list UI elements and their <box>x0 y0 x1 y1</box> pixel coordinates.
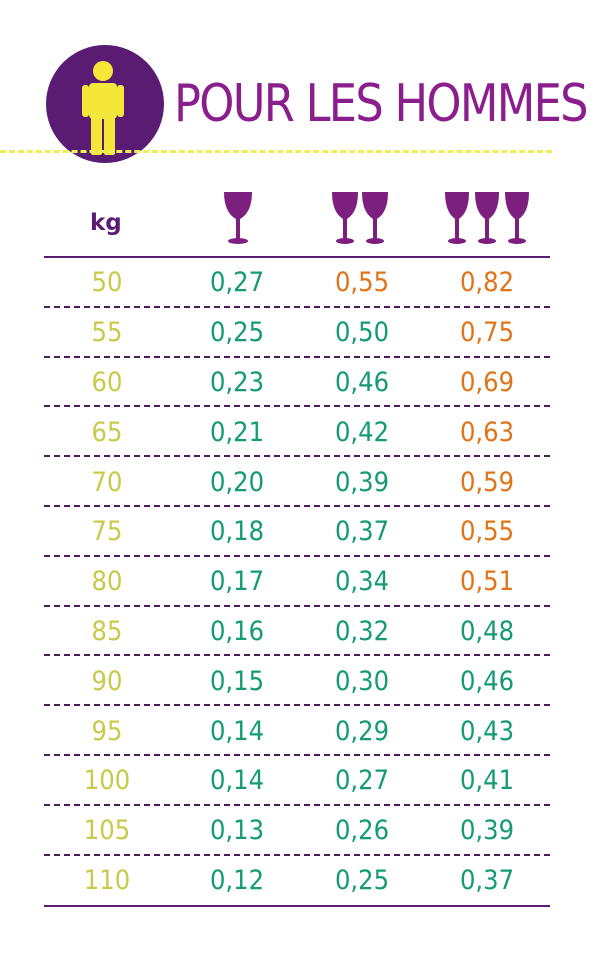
two-glasses-icon <box>332 192 388 244</box>
one-glass-value: 0,14 <box>209 715 265 747</box>
two-glasses-value: 0,30 <box>334 665 390 697</box>
two-glasses-value: 0,55 <box>334 267 390 299</box>
table-row: 60 0,23 0,46 0,69 <box>44 358 550 408</box>
weight-cell: 110 <box>83 864 131 896</box>
three-glasses-value: 0,41 <box>459 765 515 797</box>
weight-cell: 55 <box>91 317 123 349</box>
one-glass-value: 0,16 <box>209 615 265 647</box>
three-glasses-value: 0,43 <box>459 715 515 747</box>
table-row: 70 0,20 0,39 0,59 <box>44 457 550 507</box>
three-glasses-value: 0,69 <box>459 366 515 398</box>
one-glass-value: 0,25 <box>209 317 265 349</box>
weight-cell: 75 <box>91 516 123 548</box>
table-top-rule <box>44 256 550 258</box>
two-glasses-value: 0,32 <box>334 615 390 647</box>
one-glass-value: 0,13 <box>209 815 265 847</box>
table-bottom-rule <box>44 905 550 907</box>
table-row: 50 0,27 0,55 0,82 <box>44 258 550 308</box>
one-glass-value: 0,15 <box>209 665 265 697</box>
person-icon <box>82 61 124 155</box>
one-glass-value: 0,27 <box>209 267 265 299</box>
weight-cell: 100 <box>83 765 131 797</box>
one-glass-value: 0,18 <box>209 516 265 548</box>
table-row: 95 0,14 0,29 0,43 <box>44 706 550 756</box>
two-glasses-value: 0,29 <box>334 715 390 747</box>
three-glasses-value: 0,48 <box>459 615 515 647</box>
column-header-kg: kg <box>90 210 122 236</box>
two-glasses-value: 0,26 <box>334 815 390 847</box>
header-divider <box>0 150 552 153</box>
table-row: 110 0,12 0,25 0,37 <box>44 856 550 906</box>
weight-cell: 60 <box>91 366 123 398</box>
one-glass-value: 0,20 <box>209 466 265 498</box>
weight-cell: 90 <box>91 665 123 697</box>
table-row: 105 0,13 0,26 0,39 <box>44 806 550 856</box>
two-glasses-value: 0,25 <box>334 864 390 896</box>
table-row: 90 0,15 0,30 0,46 <box>44 656 550 706</box>
three-glasses-value: 0,55 <box>459 516 515 548</box>
one-glass-value: 0,12 <box>209 864 265 896</box>
table-row: 80 0,17 0,34 0,51 <box>44 557 550 607</box>
one-glass-value: 0,14 <box>209 765 265 797</box>
two-glasses-value: 0,27 <box>334 765 390 797</box>
three-glasses-icon <box>445 192 529 244</box>
three-glasses-value: 0,75 <box>459 317 515 349</box>
two-glasses-value: 0,39 <box>334 466 390 498</box>
three-glasses-value: 0,39 <box>459 815 515 847</box>
table-row: 55 0,25 0,50 0,75 <box>44 308 550 358</box>
two-glasses-value: 0,50 <box>334 317 390 349</box>
one-glass-value: 0,17 <box>209 566 265 598</box>
three-glasses-value: 0,63 <box>459 416 515 448</box>
page-title: POUR LES HOMMES <box>174 74 589 134</box>
three-glasses-value: 0,46 <box>459 665 515 697</box>
weight-cell: 65 <box>91 416 123 448</box>
three-glasses-value: 0,51 <box>459 566 515 598</box>
one-glass-value: 0,23 <box>209 366 265 398</box>
table-row: 100 0,14 0,27 0,41 <box>44 756 550 806</box>
table-row: 65 0,21 0,42 0,63 <box>44 407 550 457</box>
one-glass-icon <box>224 192 252 244</box>
weight-cell: 80 <box>91 566 123 598</box>
weight-cell: 105 <box>83 815 131 847</box>
avatar-circle <box>46 45 164 163</box>
three-glasses-value: 0,59 <box>459 466 515 498</box>
two-glasses-value: 0,42 <box>334 416 390 448</box>
three-glasses-value: 0,37 <box>459 864 515 896</box>
table-row: 85 0,16 0,32 0,48 <box>44 607 550 657</box>
weight-cell: 95 <box>91 715 123 747</box>
two-glasses-value: 0,37 <box>334 516 390 548</box>
three-glasses-value: 0,82 <box>459 267 515 299</box>
weight-cell: 70 <box>91 466 123 498</box>
one-glass-value: 0,21 <box>209 416 265 448</box>
two-glasses-value: 0,34 <box>334 566 390 598</box>
two-glasses-value: 0,46 <box>334 366 390 398</box>
weight-cell: 85 <box>91 615 123 647</box>
weight-cell: 50 <box>91 267 123 299</box>
data-table: 50 0,27 0,55 0,82 55 0,25 0,50 0,75 60 0,23 0,46 0,… <box>44 258 550 905</box>
table-row: 75 0,18 0,37 0,55 <box>44 507 550 557</box>
header: POUR LES HOMMES <box>0 0 600 170</box>
